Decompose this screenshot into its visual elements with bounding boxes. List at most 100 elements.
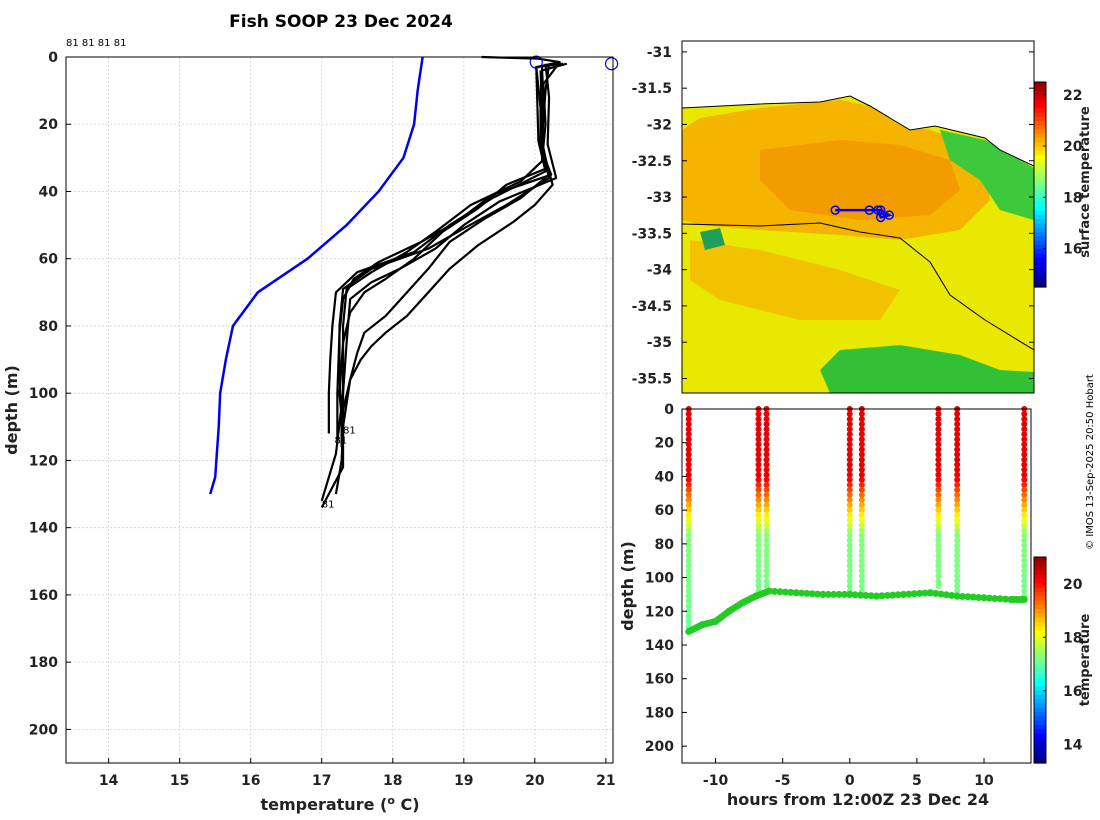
map-colorbar-swatch bbox=[1034, 231, 1046, 237]
cast-6-point bbox=[935, 471, 942, 478]
bottom-track-point bbox=[857, 591, 865, 599]
bottom-track-point bbox=[969, 593, 977, 601]
cast-1-point bbox=[685, 583, 692, 589]
x-tick-label: 16 bbox=[241, 773, 260, 789]
cast-3-point bbox=[763, 466, 770, 473]
bottom-track-point bbox=[851, 591, 859, 599]
cast-3-point bbox=[763, 441, 770, 448]
bottom-track-point bbox=[883, 591, 891, 599]
cast-8-point bbox=[1021, 522, 1028, 529]
cast-1-point bbox=[685, 517, 692, 524]
cast-1-point bbox=[685, 436, 692, 443]
cast-5-point bbox=[858, 552, 865, 559]
cast-2-point bbox=[755, 421, 762, 428]
cast-8-point bbox=[1021, 567, 1028, 574]
cast-3-point bbox=[763, 411, 770, 418]
cast-5-point bbox=[858, 421, 865, 428]
bottom-track-point bbox=[792, 589, 800, 597]
cast-8-point bbox=[1021, 512, 1028, 519]
cast-1-point bbox=[685, 431, 692, 438]
land-mask bbox=[682, 41, 1034, 166]
cast-8-point bbox=[1021, 552, 1028, 559]
cast-7-point bbox=[954, 588, 961, 595]
profile-line-6 bbox=[334, 67, 551, 495]
cast-5-point bbox=[858, 527, 865, 534]
cast-4-point bbox=[846, 486, 853, 493]
bottom-track-point bbox=[803, 589, 811, 597]
cast-8-point bbox=[1021, 441, 1028, 448]
cast-1-point bbox=[685, 481, 692, 488]
map-field bbox=[682, 41, 1034, 393]
cast-7-point bbox=[954, 466, 961, 473]
cast-8-point bbox=[1021, 456, 1028, 463]
temperature-colorbar-swatch bbox=[1034, 672, 1046, 678]
temperature-colorbar-swatch bbox=[1034, 612, 1046, 618]
cast-7-point bbox=[954, 552, 961, 559]
cast-6-point bbox=[935, 461, 942, 468]
temperature-colorbar-swatch bbox=[1034, 660, 1046, 665]
cast-2-point bbox=[755, 416, 762, 423]
profile-y-axis-label: depth (m) bbox=[2, 365, 21, 455]
cast-3-point bbox=[763, 542, 770, 549]
cast-8-point bbox=[1021, 557, 1028, 564]
temperature-colorbar-swatch bbox=[1034, 677, 1046, 683]
cast-4-point bbox=[846, 421, 853, 428]
cast-1-point bbox=[685, 416, 692, 423]
depth-tick-label: 200 bbox=[645, 739, 674, 755]
x-tick-label: 15 bbox=[170, 773, 189, 789]
sst-hot-core bbox=[760, 140, 960, 220]
cast-8-point bbox=[1021, 588, 1028, 595]
cast-2-point bbox=[755, 441, 762, 448]
lat-tick-label: -31.5 bbox=[632, 81, 672, 97]
cast-5-point bbox=[858, 507, 865, 514]
map-colorbar-swatch bbox=[1034, 107, 1046, 113]
profile-end-label-1: 81 bbox=[343, 426, 356, 437]
track-station-4 bbox=[884, 210, 894, 220]
depth-tick-label: 140 bbox=[645, 638, 674, 654]
map-colorbar-swatch bbox=[1034, 257, 1046, 262]
lat-tick-label: -35 bbox=[647, 335, 672, 351]
depth-tick-label: 160 bbox=[645, 672, 674, 688]
cast-2-point bbox=[755, 542, 762, 549]
cast-3-point bbox=[763, 471, 770, 478]
bottom-track-point bbox=[991, 594, 999, 602]
track-station-6 bbox=[830, 205, 841, 215]
temperature-colorbar-swatch bbox=[1034, 681, 1046, 687]
y-tick-label: 80 bbox=[39, 319, 59, 335]
cast-7-point bbox=[954, 421, 961, 428]
cast-8-point bbox=[1021, 486, 1028, 493]
cast-5-point bbox=[858, 481, 865, 488]
profile-gridlines bbox=[66, 56, 613, 763]
temperature-colorbar-swatch bbox=[1034, 617, 1046, 622]
bottom-track-point bbox=[932, 589, 940, 597]
temperature-colorbar-label: temperature bbox=[1078, 614, 1093, 707]
y-tick-label: 0 bbox=[48, 50, 58, 66]
time-tick-label: -5 bbox=[775, 773, 791, 789]
profile-axes-box bbox=[65, 56, 614, 764]
cast-4-point bbox=[846, 436, 853, 443]
cast-5-point bbox=[858, 522, 865, 529]
x-tick-label: 14 bbox=[99, 773, 119, 789]
cast-4-point bbox=[846, 471, 853, 478]
x-tick-label: 21 bbox=[596, 773, 615, 789]
bottom-track-point bbox=[889, 591, 897, 599]
map-colorbar-swatch bbox=[1034, 265, 1046, 271]
depth-tick-label: 20 bbox=[655, 436, 675, 452]
y-tick-label: 160 bbox=[29, 588, 58, 604]
cast-5-point bbox=[858, 446, 865, 453]
cast-4-point bbox=[846, 512, 853, 519]
cast-1-point bbox=[685, 411, 692, 418]
cast-4-point bbox=[846, 466, 853, 473]
cast-4-point bbox=[846, 532, 853, 539]
lat-tick-label: -34.5 bbox=[632, 299, 672, 315]
cast-3-point bbox=[763, 547, 770, 554]
cast-6-point bbox=[935, 486, 942, 493]
cast-3-point bbox=[763, 431, 770, 438]
cast-8-point bbox=[1021, 476, 1028, 483]
bottom-track-point bbox=[867, 592, 875, 600]
sst-cool-south bbox=[820, 345, 1034, 393]
y-tick-label: 20 bbox=[39, 117, 59, 133]
depth-tick-label: 40 bbox=[655, 469, 675, 485]
